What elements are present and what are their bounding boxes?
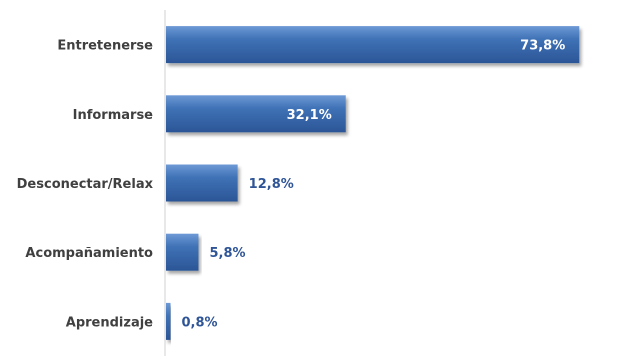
bar-4 <box>166 302 171 340</box>
value-label-0: 73,8% <box>520 39 565 54</box>
value-label-2: 12,8% <box>249 177 294 192</box>
bar-0 <box>166 26 580 64</box>
category-label-1: Informarse <box>73 108 154 123</box>
category-label-4: Aprendizaje <box>66 315 153 330</box>
value-label-1: 32,1% <box>287 108 332 123</box>
value-label-4: 0,8% <box>181 315 217 330</box>
category-label-0: Entretenerse <box>57 39 153 54</box>
bar-3 <box>166 233 199 271</box>
bar-2 <box>166 164 238 202</box>
value-label-3: 5,8% <box>209 246 245 261</box>
category-label-3: Acompañamiento <box>25 246 153 261</box>
bar-1 <box>166 95 346 133</box>
bars <box>166 26 580 340</box>
category-label-2: Desconectar/Relax <box>17 177 154 192</box>
labels: Entretenerse 73,8% Informarse 32,1% Desconec… <box>17 39 566 331</box>
